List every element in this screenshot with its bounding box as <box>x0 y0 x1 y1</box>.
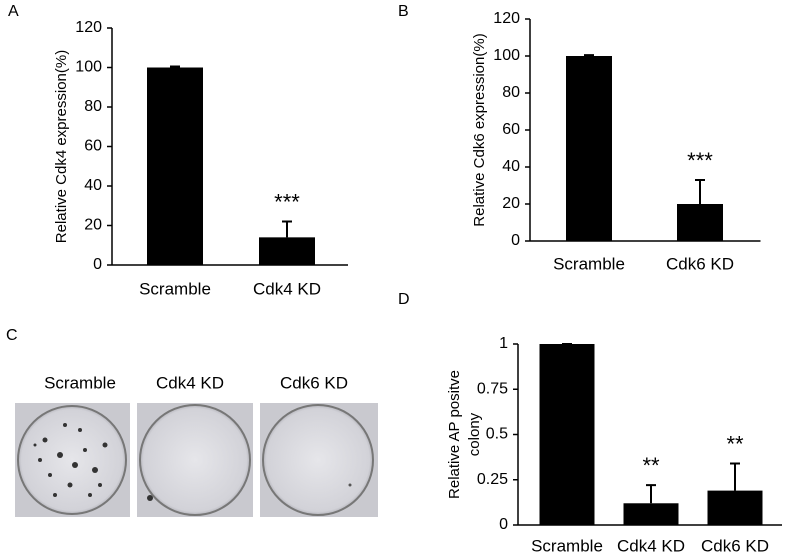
y-tick-label: 40 <box>84 177 102 194</box>
y-tick-label: 120 <box>493 10 520 27</box>
panel-letter: C <box>6 327 18 344</box>
y-axis-label: Relative AP positve <box>446 370 463 499</box>
colony <box>348 483 352 487</box>
y-tick-label: 120 <box>75 19 102 36</box>
significance: *** <box>687 148 713 173</box>
y-tick-label: 0 <box>93 256 102 273</box>
significance: *** <box>274 189 300 214</box>
photo-caption: Cdk6 KD <box>280 373 348 392</box>
x-tick-label: Scramble <box>139 279 211 298</box>
bar <box>539 344 595 525</box>
y-tick-label: 100 <box>493 47 520 64</box>
photo-panel: C Scramble Cdk4 KD Cdk6 KD <box>6 327 378 517</box>
y-tick-label: 0.25 <box>477 471 508 488</box>
y-tick-label: 0.75 <box>477 380 508 397</box>
colony <box>147 495 153 501</box>
y-tick-label: 20 <box>502 195 520 212</box>
dish <box>17 405 127 515</box>
panel-letter: D <box>398 291 410 308</box>
error-bar <box>170 65 180 68</box>
bar <box>677 204 723 241</box>
significance: ** <box>726 431 744 456</box>
x-tick-label: Cdk6 KD <box>701 536 769 555</box>
significance: ** <box>642 453 660 478</box>
y-tick-label: 80 <box>84 98 102 115</box>
y-tick-label: 60 <box>84 138 102 155</box>
y-tick-label: 20 <box>84 217 102 234</box>
error-bar <box>584 54 594 57</box>
panel-letter: B <box>398 3 409 20</box>
colonies <box>33 423 108 497</box>
y-tick-label: 0 <box>511 232 520 249</box>
y-axis-label: colony <box>466 412 483 456</box>
y-tick-label: 60 <box>502 121 520 138</box>
x-tick-label: Cdk6 KD <box>666 254 734 273</box>
photo-caption: Scramble <box>44 373 116 392</box>
error-bar <box>730 462 740 491</box>
dish <box>139 404 251 516</box>
y-tick-label: 0 <box>499 516 508 533</box>
photo-caption: Cdk4 KD <box>156 373 224 392</box>
bar <box>259 237 315 265</box>
error-bar <box>646 484 656 504</box>
bar <box>147 67 203 265</box>
x-tick-label: Cdk4 KD <box>617 536 685 555</box>
bar <box>566 56 612 241</box>
bar <box>623 503 679 525</box>
y-axis-label: Relative Cdk6 expression(%) <box>471 33 488 226</box>
bar <box>707 490 763 525</box>
panel-letter: A <box>8 3 19 20</box>
y-tick-label: 80 <box>502 84 520 101</box>
error-bar <box>695 178 705 204</box>
x-tick-label: Scramble <box>553 254 625 273</box>
y-axis-label: Relative Cdk4 expression(%) <box>53 50 70 243</box>
x-tick-label: Cdk4 KD <box>253 279 321 298</box>
y-tick-label: 0.5 <box>486 426 508 443</box>
x-tick-label: Scramble <box>531 536 603 555</box>
dish <box>262 404 374 516</box>
y-tick-label: 100 <box>75 59 102 76</box>
y-tick-label: 1 <box>499 335 508 352</box>
y-tick-label: 40 <box>502 158 520 175</box>
error-bar <box>282 220 292 238</box>
